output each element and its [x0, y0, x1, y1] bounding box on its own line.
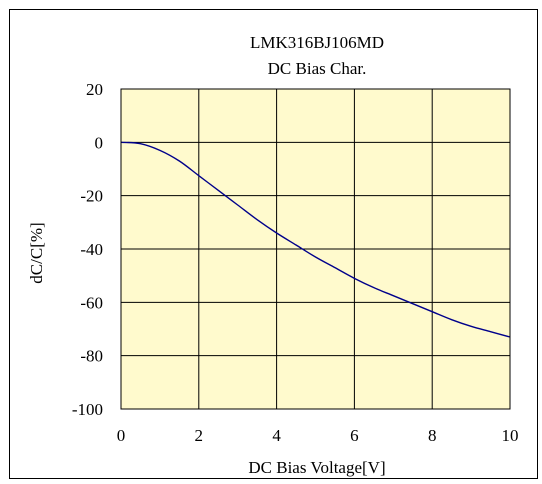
x-tick-label: 10	[502, 426, 519, 445]
y-axis-label: dC/C[%]	[27, 222, 46, 283]
y-tick-label: -40	[80, 240, 103, 259]
x-tick-label: 6	[350, 426, 359, 445]
x-tick-label: 4	[272, 426, 281, 445]
chart-subtitle: DC Bias Char.	[268, 59, 367, 78]
y-tick-label: -100	[72, 400, 103, 419]
x-tick-label: 8	[428, 426, 437, 445]
x-axis-label: DC Bias Voltage[V]	[248, 458, 385, 477]
y-tick-label: -60	[80, 293, 103, 312]
x-tick-label: 2	[195, 426, 204, 445]
x-axis-ticks: 0 2 4 6 8 10	[117, 426, 519, 445]
series-line	[120, 141, 511, 338]
y-tick-label: 20	[86, 80, 103, 99]
y-axis-ticks: 20 0 -20 -40 -60 -80 -100	[72, 80, 103, 419]
x-tick-label: 0	[117, 426, 126, 445]
chart-title: LMK316BJ106MD	[250, 33, 384, 52]
plot-border	[120, 88, 511, 410]
y-tick-label: -80	[80, 347, 103, 366]
y-tick-label: -20	[80, 187, 103, 206]
y-tick-label: 0	[95, 133, 104, 152]
